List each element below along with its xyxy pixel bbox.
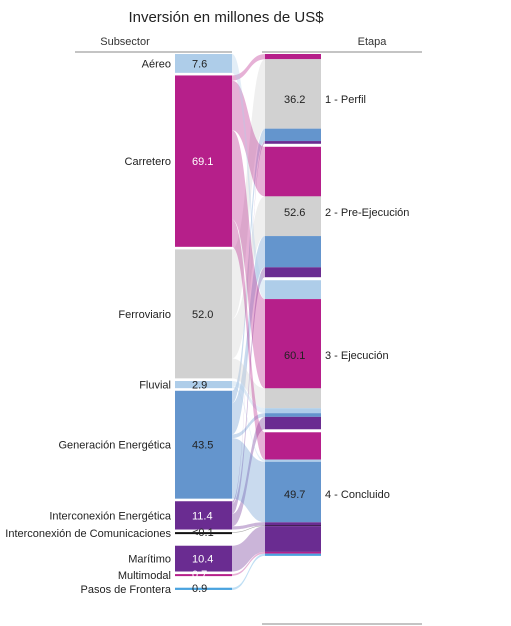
source-value-carretero: 69.1: [192, 156, 213, 168]
target-segment-4-concluido-multimodal: [265, 551, 321, 554]
source-node-carretero: [175, 75, 232, 247]
target-label-1-perfil: 1 - Perfil: [325, 94, 366, 106]
subsector-header: Subsector: [100, 36, 150, 48]
source-node-aereo: [175, 54, 232, 73]
target-segment-1-perfil-ferroviario: [265, 59, 321, 129]
flow-fluvial-to-3-ejecucion: [232, 380, 265, 414]
flow-interconexion-energetica-to-4-concluido: [232, 522, 265, 530]
flow-generacion-energetica-to-3-ejecucion: [232, 413, 265, 439]
source-label-pasos-de-frontera: Pasos de Frontera: [81, 584, 172, 596]
target-value-3-ejecucion: 60.1: [284, 350, 305, 362]
target-segment-3-ejecucion-ferroviario: [265, 388, 321, 409]
source-node-interconexion-energetica: [175, 501, 232, 530]
target-label-2-pre-ejecucion: 2 - Pre-Ejecución: [325, 207, 409, 219]
flow-interconexion-energetica-to-3-ejecucion: [232, 416, 265, 527]
source-label-carretero: Carretero: [125, 156, 171, 168]
subsector-nodes: Aéreo 7.6 Carretero 69.1 Ferroviario 52.0 Fluv…: [5, 54, 232, 596]
target-segment-4-concluido-maritimo: [265, 526, 321, 552]
source-value-ferroviario: 52.0: [192, 309, 213, 321]
source-label-multimodal: Multimodal: [118, 570, 171, 582]
target-label-3-ejecucion: 3 - Ejecución: [325, 350, 389, 362]
flow-pasos-de-frontera-to-4-concluido: [232, 553, 265, 590]
flow-carretero-to-1-perfil: [232, 54, 265, 81]
flow-carretero-to-2-pre-ejecucion: [232, 80, 265, 197]
source-value-pasos-de-frontera: 0.9: [192, 583, 207, 595]
source-node-generacion-energetica: [175, 390, 232, 499]
source-node-interconexion-de-comunicaciones: [175, 532, 232, 535]
target-segment-4-concluido-interconexion-energetica: [265, 522, 321, 526]
source-value-generacion-energetica: 43.5: [192, 440, 213, 452]
flow-carretero-to-3-ejecucion: [232, 130, 265, 389]
target-segment-1-perfil-carretero: [265, 54, 321, 60]
source-value-maritimo: 10.4: [192, 554, 213, 566]
source-value-interconexion-de-comunicaciones: <0.1: [192, 527, 214, 539]
etapa-header: Etapa: [358, 36, 388, 48]
flow-ferroviario-to-3-ejecucion: [232, 358, 265, 409]
flow-interconexion-de-comunicaciones-to-4-concluido: [232, 525, 265, 533]
flow-interconexion-energetica-to-1-perfil: [232, 141, 265, 504]
source-value-aereo: 7.6: [192, 58, 207, 70]
flow-generacion-energetica-to-4-concluido: [232, 438, 265, 523]
flows-layer: [232, 54, 265, 590]
target-segment-1-perfil-interconexion-energetica: [265, 141, 321, 144]
target-segment-3-ejecucion-fluvial: [265, 408, 321, 414]
flow-aereo-to-3-ejecucion: [232, 54, 265, 300]
target-segment-3-ejecucion-carretero: [265, 299, 321, 389]
target-segment-3-ejecucion-generacion-energetica: [265, 413, 321, 417]
target-value-1-perfil: 36.2: [284, 94, 305, 106]
target-segment-3-ejecucion-aereo: [265, 280, 321, 300]
flow-interconexion-energetica-to-2-pre-ejecucion: [232, 267, 265, 514]
target-segment-1-perfil-generacion-energetica: [265, 128, 321, 142]
flow-ferroviario-to-2-pre-ejecucion: [232, 196, 265, 359]
flow-multimodal-to-4-concluido: [232, 551, 265, 576]
flow-generacion-energetica-to-2-pre-ejecucion: [232, 236, 265, 435]
etapa-nodes: 36.2 1 - Perfil 52.6 2 - Pre-Ejecución 60.1 3…: [265, 54, 409, 556]
target-value-2-pre-ejecucion: 52.6: [284, 207, 305, 219]
flow-carretero-to-4-concluido: [232, 219, 265, 460]
source-label-interconexion-de-comunicaciones: Interconexión de Comunicaciones: [5, 528, 171, 540]
flow-ferroviario-to-1-perfil: [232, 59, 265, 319]
source-node-multimodal: [175, 574, 232, 577]
target-segment-4-concluido-generacion-energetica: [265, 461, 321, 523]
source-label-generacion-energetica: Generación Energética: [58, 440, 171, 452]
target-segment-3-ejecucion-interconexion-energetica: [265, 416, 321, 430]
chart-title: Inversión en millones de US$: [128, 9, 324, 26]
target-segment-4-concluido-fluvial: [265, 459, 321, 462]
target-segment-2-pre-ejecucion-ferroviario: [265, 196, 321, 237]
target-segment-2-pre-ejecucion-interconexion-energetica: [265, 267, 321, 278]
target-segment-4-concluido-interconexion-de-comunicaciones: [265, 525, 321, 527]
source-value-interconexion-energetica: 11.4: [192, 510, 213, 522]
source-label-ferroviario: Ferroviario: [118, 309, 171, 321]
flow-fluvial-to-4-concluido: [232, 385, 265, 462]
source-label-fluvial: Fluvial: [139, 380, 171, 392]
flow-maritimo-to-4-concluido: [232, 526, 265, 572]
target-segment-4-concluido-carretero: [265, 432, 321, 460]
target-segment-2-pre-ejecucion-generacion-energetica: [265, 236, 321, 268]
source-label-interconexion-energetica: Interconexión Energética: [49, 510, 172, 522]
target-value-4-concluido: 49.7: [284, 489, 305, 501]
source-node-pasos-de-frontera: [175, 587, 232, 590]
source-node-maritimo: [175, 545, 232, 572]
flow-generacion-energetica-to-1-perfil: [232, 128, 265, 404]
source-node-fluvial: [175, 380, 232, 389]
source-label-maritimo: Marítimo: [128, 554, 171, 566]
source-label-aereo: Aéreo: [142, 58, 171, 70]
source-value-multimodal: 0.7: [192, 569, 207, 581]
target-label-4-concluido: 4 - Concluido: [325, 489, 390, 501]
target-segment-2-pre-ejecucion-carretero: [265, 146, 321, 197]
target-segment-4-concluido-pasos-de-frontera: [265, 553, 321, 556]
source-value-fluvial: 2.9: [192, 380, 207, 392]
source-node-ferroviario: [175, 249, 232, 379]
